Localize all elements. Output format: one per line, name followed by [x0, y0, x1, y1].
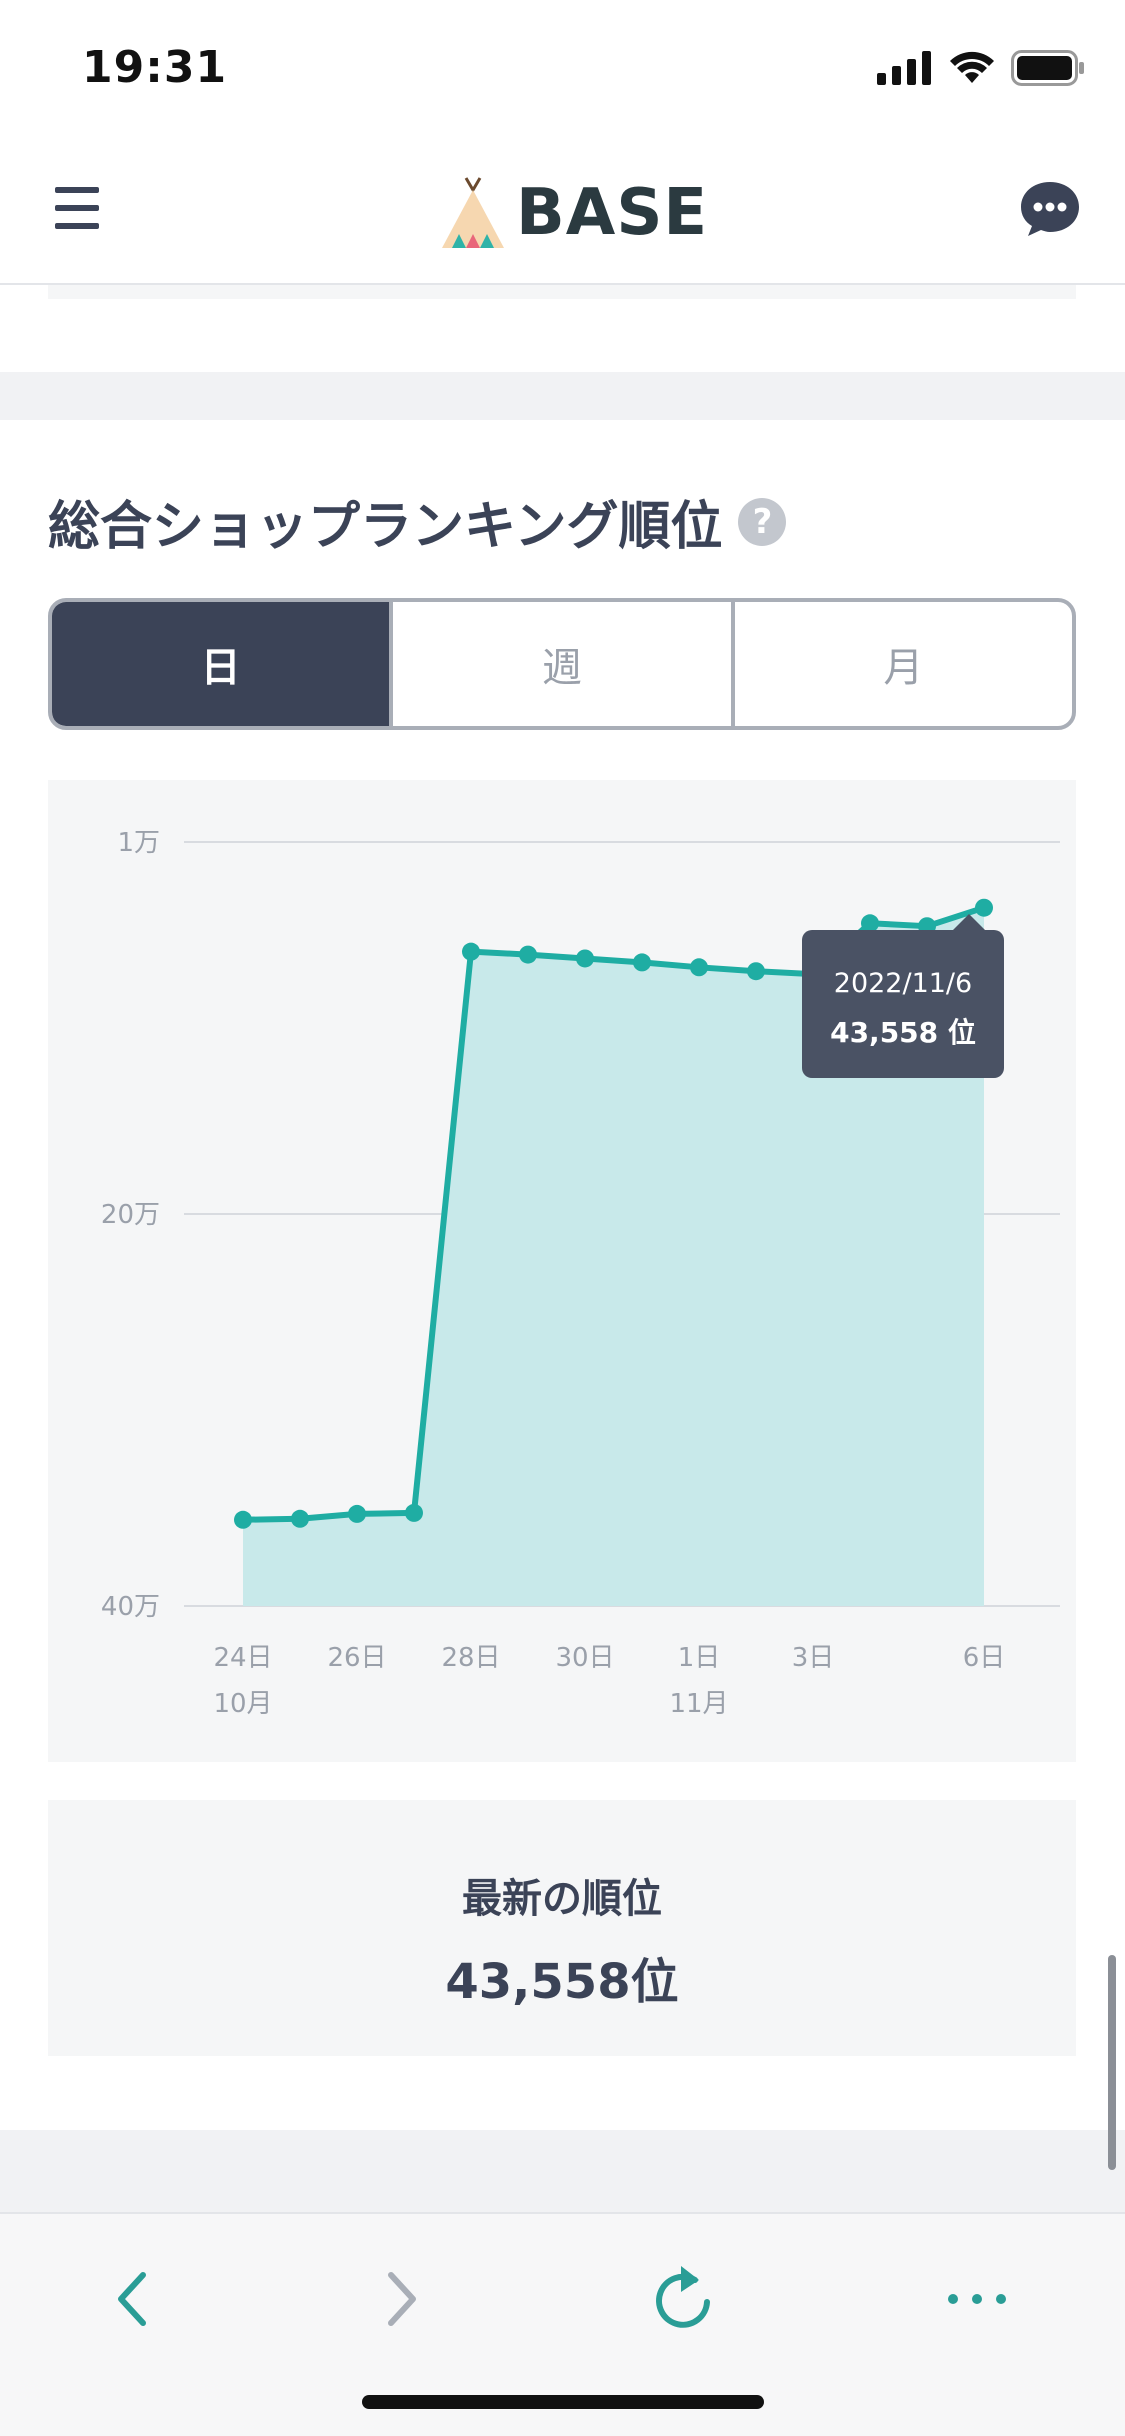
latest-rank-card: 最新の順位 43,558位 — [48, 1800, 1076, 2056]
chevron-right-icon — [388, 2272, 416, 2326]
status-icons — [877, 48, 1085, 88]
data-point[interactable] — [576, 949, 594, 968]
more-button[interactable] — [932, 2254, 1022, 2344]
reload-icon — [656, 2266, 710, 2328]
base-logo[interactable]: BASE — [440, 173, 708, 253]
data-point[interactable] — [861, 914, 879, 933]
tab-week[interactable]: 週 — [389, 602, 730, 726]
x-tick-label: 28日 — [441, 1643, 500, 1673]
data-point[interactable] — [405, 1503, 423, 1522]
ranking-title-row: 総合ショップランキング順位 ? — [48, 484, 787, 559]
chat-bubble-icon[interactable] — [1019, 180, 1081, 238]
data-point[interactable] — [234, 1510, 252, 1529]
tooltip-value: 43,558 位 — [830, 1016, 976, 1049]
status-time: 19:31 — [82, 42, 228, 93]
y-tick-label: 20万 — [101, 1200, 160, 1230]
chart-tooltip: 2022/11/6 43,558 位 — [802, 914, 1004, 1078]
latest-rank-value: 43,558位 — [445, 1954, 679, 2010]
section-divider — [0, 372, 1125, 420]
section-divider-bottom — [0, 2130, 1125, 2212]
tab-day[interactable]: 日 — [52, 602, 390, 726]
x-tick-label: 26日 — [327, 1643, 386, 1673]
data-point[interactable] — [747, 962, 765, 981]
period-tabs: 日 週 月 — [48, 598, 1076, 730]
app-header: BASE — [0, 135, 1125, 285]
more-dots-icon — [948, 2294, 1006, 2304]
x-tick-sublabel: 10月 — [213, 1689, 272, 1719]
status-bar: 19:31 — [0, 0, 1125, 135]
data-point[interactable] — [348, 1504, 366, 1523]
latest-rank-label: 最新の順位 — [462, 1876, 662, 1922]
teepee-logo-icon — [442, 177, 504, 248]
help-icon[interactable]: ? — [738, 497, 787, 546]
x-tick-label: 3日 — [792, 1643, 835, 1673]
logo-text: BASE — [516, 176, 709, 250]
x-tick-label: 6日 — [963, 1643, 1006, 1673]
reload-button[interactable] — [638, 2254, 728, 2344]
x-tick-label: 24日 — [213, 1643, 272, 1673]
forward-button[interactable] — [356, 2254, 446, 2344]
chevron-left-icon — [118, 2272, 146, 2326]
hamburger-menu-icon[interactable] — [52, 183, 102, 233]
data-point[interactable] — [633, 953, 651, 972]
previous-card-edge — [48, 285, 1076, 299]
y-tick-label: 40万 — [101, 1592, 160, 1622]
data-point[interactable] — [519, 945, 537, 964]
x-tick-label: 1日 — [678, 1643, 721, 1673]
tooltip-date: 2022/11/6 — [833, 968, 973, 999]
data-point[interactable] — [975, 898, 993, 917]
section-title: 総合ショップランキング順位 — [48, 497, 723, 557]
ranking-area — [243, 907, 984, 1606]
cellular-signal-icon — [877, 51, 931, 85]
scrollbar-thumb[interactable] — [1108, 1955, 1116, 2170]
x-tick-sublabel: 11月 — [669, 1689, 728, 1719]
ranking-chart-svg: 1万 20万 40万 24日 10月 26日 28日 30日 1日 11月 3日 6日 — [101, 828, 1060, 1719]
y-tick-label: 1万 — [117, 828, 160, 858]
battery-icon — [1011, 50, 1084, 86]
data-point[interactable] — [462, 942, 480, 961]
back-button[interactable] — [88, 2254, 178, 2344]
wifi-icon — [950, 51, 994, 83]
data-point[interactable] — [291, 1509, 309, 1528]
tab-month[interactable]: 月 — [730, 602, 1072, 726]
ranking-chart: 1万 20万 40万 24日 10月 26日 28日 30日 1日 11月 3日 6日 2022/11… — [48, 780, 1076, 1762]
home-indicator — [362, 2395, 764, 2409]
x-tick-label: 30日 — [555, 1643, 614, 1673]
data-point[interactable] — [690, 958, 708, 977]
